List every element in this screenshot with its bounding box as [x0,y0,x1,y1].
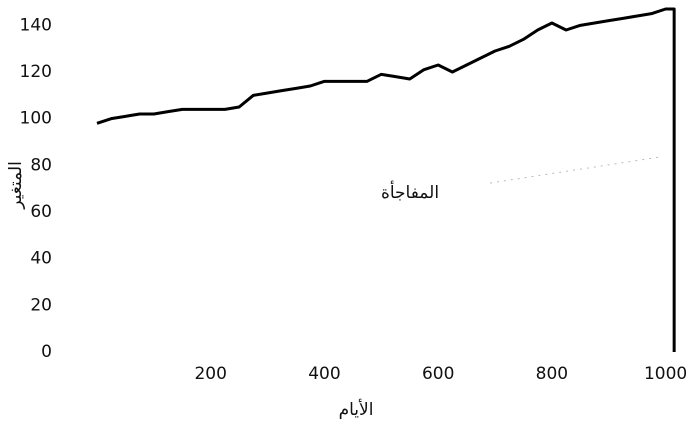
y-tick-label: 140 [20,15,52,35]
y-tick-label: 100 [20,109,52,129]
y-tick-label: 60 [30,202,52,222]
annotation: المفاجأة [381,180,439,203]
x-tick-label: 800 [536,364,568,384]
y-tick-label: 80 [30,155,52,175]
y-tick-label: 120 [20,62,52,82]
x-tick-label: 400 [308,364,340,384]
y-tick-label: 0 [41,342,52,362]
x-tick-label: 600 [422,364,454,384]
x-tick-label: 200 [194,364,226,384]
x-axis-label: الأيام [339,399,374,420]
data-line [96,7,676,352]
y-tick-label: 20 [30,295,52,315]
y-axis-label: المتغير [6,161,26,210]
annotation-pointer [489,156,661,184]
x-tick-label: 1000 [644,364,686,384]
y-tick-label: 40 [30,249,52,269]
